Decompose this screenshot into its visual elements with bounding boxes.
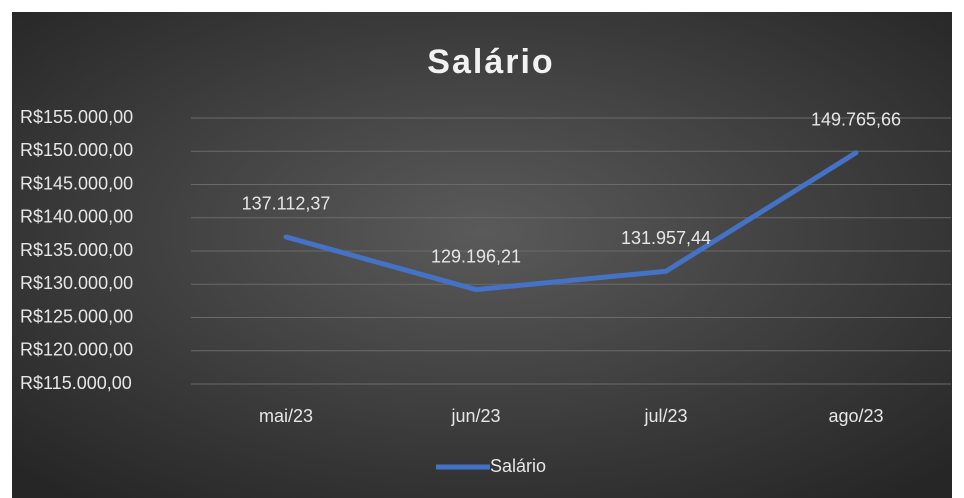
data-label: 129.196,21: [431, 246, 521, 266]
data-label: 131.957,44: [621, 228, 711, 248]
y-tick-label: R$155.000,00: [20, 107, 133, 127]
x-tick-label: jun/23: [450, 406, 500, 426]
y-tick-label: R$115.000,00: [20, 373, 132, 393]
y-tick-label: R$150.000,00: [20, 140, 133, 160]
y-tick-label: R$140.000,00: [20, 207, 133, 227]
y-tick-label: R$130.000,00: [20, 273, 133, 293]
x-tick-label: jul/23: [643, 406, 687, 426]
legend-label: Salário: [490, 456, 546, 476]
x-tick-label: ago/23: [828, 406, 883, 426]
chart-background: [12, 12, 952, 498]
y-tick-label: R$145.000,00: [20, 173, 133, 193]
data-label: 149.765,66: [811, 110, 901, 130]
y-tick-label: R$120.000,00: [20, 340, 133, 360]
y-tick-label: R$125.000,00: [20, 306, 133, 326]
chart-title: Salário: [427, 43, 554, 81]
y-tick-label: R$135.000,00: [20, 240, 133, 260]
series-line: [283, 150, 859, 293]
x-tick-label: mai/23: [259, 406, 313, 426]
data-label: 137.112,37: [242, 194, 331, 214]
